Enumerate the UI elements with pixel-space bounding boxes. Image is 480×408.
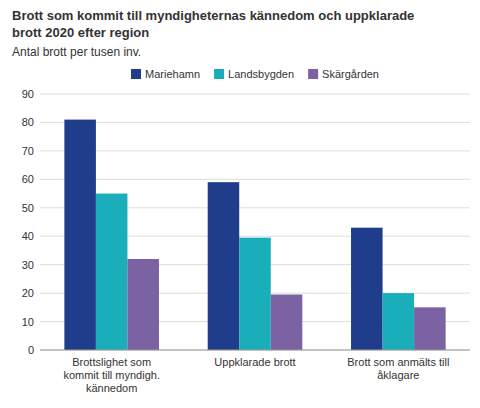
y-axis: 0 10 20 30 40 50 60 70 80 90	[22, 88, 470, 356]
title: Brott som kommit till myndigheternas kän…	[12, 8, 414, 40]
bar	[208, 182, 240, 350]
legend-item: Landsbygden	[214, 68, 294, 80]
x-tick-label: Brottslighet somkommit till myndigh.känn…	[63, 356, 160, 394]
legend-swatch	[131, 69, 141, 79]
y-tick-label: 0	[28, 344, 34, 356]
bar	[96, 194, 128, 350]
grid-line	[40, 179, 470, 180]
legend-label: Skärgården	[322, 68, 379, 80]
chart-container: Brott som kommit till myndigheternas kän…	[0, 0, 480, 408]
y-tick-label: 40	[22, 230, 34, 242]
bar	[64, 120, 96, 350]
bar	[239, 238, 271, 350]
grid-line	[40, 350, 470, 351]
bar	[127, 259, 159, 350]
grid-line	[40, 122, 470, 123]
subtitle: Antal brott per tusen inv.	[12, 45, 141, 59]
bar	[414, 307, 446, 350]
legend-item: Skärgården	[308, 68, 379, 80]
bar	[383, 293, 415, 350]
bars	[64, 120, 445, 350]
y-tick-label: 90	[22, 88, 34, 100]
legend-label: Mariehamn	[145, 68, 200, 80]
y-tick-label: 10	[22, 316, 34, 328]
y-tick-label: 30	[22, 259, 34, 271]
grid-line	[40, 94, 470, 95]
x-axis: Brottslighet somkommit till myndigh.känn…	[63, 356, 449, 394]
chart-svg: Brott som kommit till myndigheternas kän…	[0, 0, 480, 408]
grid-line	[40, 150, 470, 151]
x-axis-line	[40, 350, 470, 351]
bar	[351, 228, 383, 350]
y-tick-label: 60	[22, 173, 34, 185]
legend-label: Landsbygden	[228, 68, 294, 80]
x-tick-label: Brott som anmälts tillåklagare	[347, 356, 449, 381]
bar	[271, 295, 303, 350]
y-tick-label: 50	[22, 202, 34, 214]
legend-swatch	[308, 69, 318, 79]
y-tick-label: 20	[22, 287, 34, 299]
legend-swatch	[214, 69, 224, 79]
y-tick-label: 70	[22, 145, 34, 157]
y-tick-label: 80	[22, 116, 34, 128]
legend-item: Mariehamn	[131, 68, 200, 80]
x-tick-label: Uppklarade brott	[214, 356, 295, 368]
legend: Mariehamn Landsbygden Skärgården	[131, 68, 379, 80]
